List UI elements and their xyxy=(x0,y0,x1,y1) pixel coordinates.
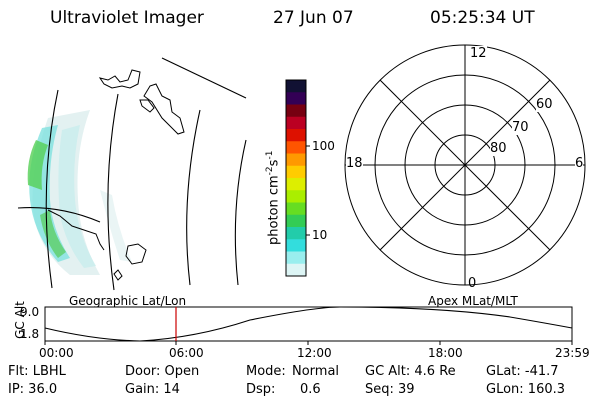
status-dsp-label: Dsp: xyxy=(246,382,276,397)
colorbar-segment xyxy=(286,263,306,277)
status-glon: GLon: 160.3 xyxy=(486,382,566,397)
parallel-line-2 xyxy=(17,207,101,223)
colorbar-segment xyxy=(286,214,306,228)
lat-label-80: 80 xyxy=(490,141,507,156)
altitude-curve xyxy=(44,306,573,342)
coastline xyxy=(47,69,185,281)
parallel-line-1 xyxy=(161,57,247,99)
colorbar-segment xyxy=(286,202,306,216)
mlt-label-6: 6 xyxy=(575,156,584,171)
aurora-emission xyxy=(27,110,132,275)
status-gain: Gain: 14 xyxy=(125,382,180,397)
colorbar-segment xyxy=(286,104,306,118)
meridian-line-4 xyxy=(234,139,247,286)
colorbar-segment xyxy=(286,239,306,252)
time-label: 05:25:34 UT xyxy=(430,8,535,28)
colorbar-segment xyxy=(286,153,306,167)
status-door: Door: Open xyxy=(125,364,200,379)
polar-axis-diagonal-2 xyxy=(379,79,551,251)
colorbar-segment xyxy=(286,178,306,191)
status-mode-value: Normal xyxy=(292,364,340,379)
date-label: 27 Jun 07 xyxy=(273,8,354,28)
xtick-1200: 12:00 xyxy=(297,346,332,360)
status-gc-alt: GC Alt: 4.6 Re xyxy=(365,364,456,379)
status-seq: Seq: 39 xyxy=(365,382,415,397)
xtick-0000: 00:00 xyxy=(39,346,74,360)
status-flt: Flt: LBHL xyxy=(8,364,66,379)
colorbar-segment xyxy=(286,251,306,265)
meridian-line-3 xyxy=(186,109,201,286)
status-mode-label: Mode: xyxy=(246,364,286,379)
status-ip: IP: 36.0 xyxy=(8,382,58,397)
meridian-line-1 xyxy=(45,89,59,289)
altitude-ytick-high: 9.0 xyxy=(20,305,40,319)
colorbar-segment xyxy=(286,80,306,93)
lat-label-60: 60 xyxy=(536,97,553,112)
mlt-label-12: 12 xyxy=(470,46,487,61)
lat-label-70: 70 xyxy=(512,120,529,135)
altitude-ytick-low: 1.8 xyxy=(20,327,40,341)
colorbar-segment xyxy=(286,92,306,105)
geographic-caption: Geographic Lat/Lon xyxy=(69,294,187,308)
instrument-title: Ultraviolet Imager xyxy=(50,8,204,28)
apex-caption: Apex MLat/MLT xyxy=(428,294,518,308)
colorbar-segment xyxy=(286,116,306,130)
colorbar-tick-10: 10 xyxy=(312,228,328,242)
xtick-2359: 23:59 xyxy=(555,346,590,360)
colorbar-segment xyxy=(286,129,306,142)
colorbar-segment xyxy=(286,227,306,240)
colorbar-segment xyxy=(286,141,306,154)
mlt-label-18: 18 xyxy=(346,156,363,171)
colorbar-tick-100: 100 xyxy=(312,139,335,153)
colorbar-segment xyxy=(286,165,306,179)
mlt-label-0: 0 xyxy=(468,276,477,291)
meridian-line-2 xyxy=(107,93,119,291)
status-glat: GLat: -41.7 xyxy=(486,364,559,379)
xtick-0600: 06:00 xyxy=(169,346,204,360)
colorbar-segment xyxy=(286,190,306,203)
xtick-1800: 18:00 xyxy=(428,346,463,360)
status-dsp-value: 0.6 xyxy=(300,382,321,397)
